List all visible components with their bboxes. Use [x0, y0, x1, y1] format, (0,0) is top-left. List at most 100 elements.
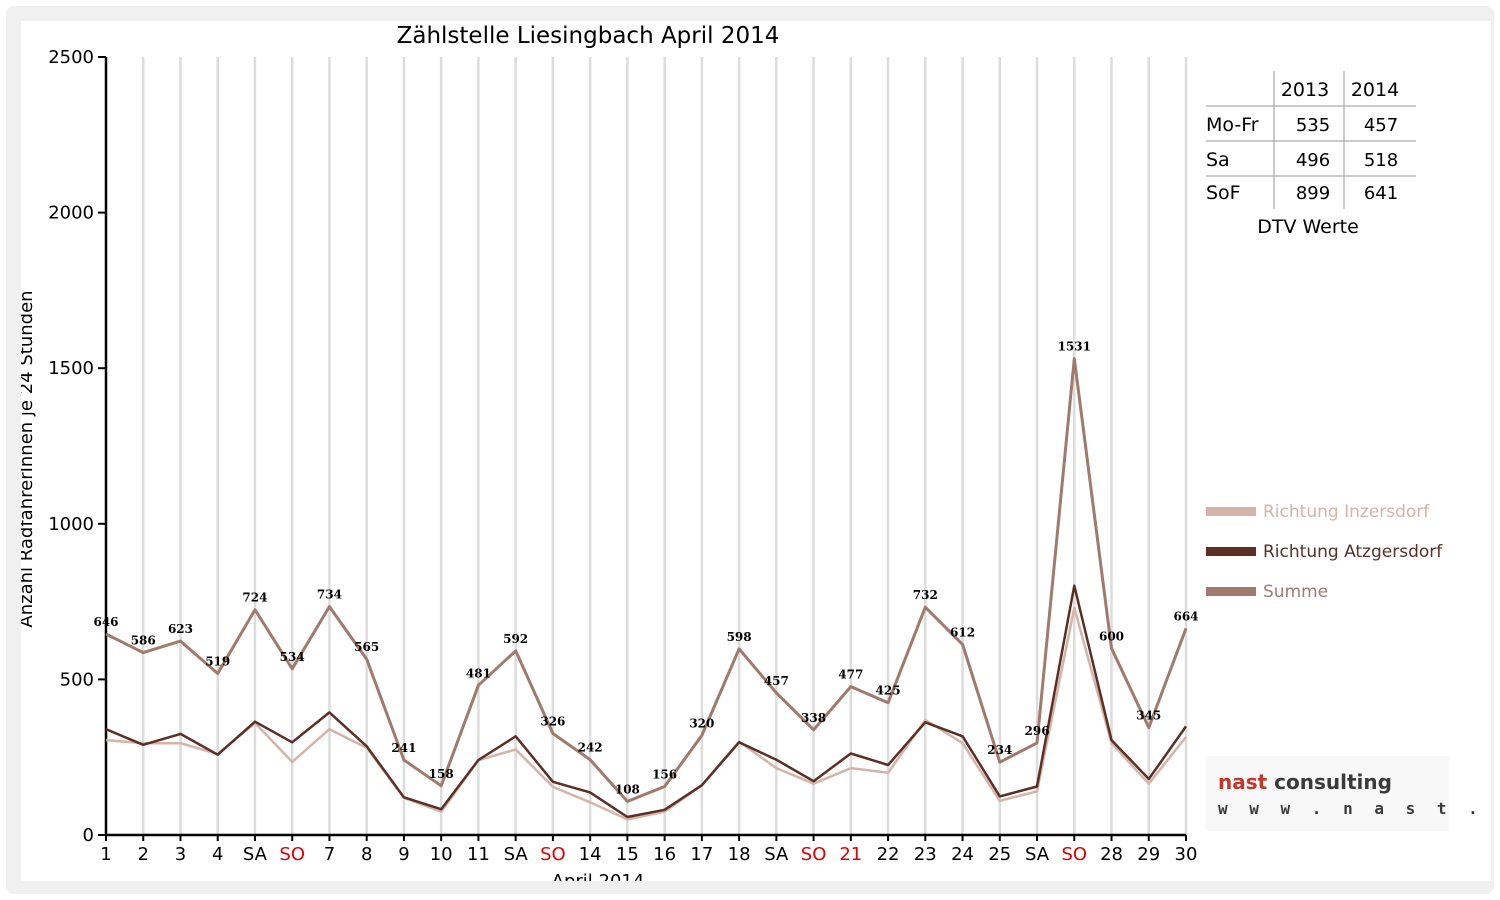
x-tick-label: 16 — [653, 844, 676, 865]
table-cell: 641 — [1364, 183, 1398, 204]
x-tick-label: 28 — [1100, 844, 1123, 865]
legend-label-inzersdorf: Richtung Inzersdorf — [1263, 502, 1430, 522]
table-cell: 899 — [1296, 183, 1330, 204]
y-tick-labels: 0 500 1000 1500 2000 2500 — [48, 47, 106, 846]
table-cell: 457 — [1364, 115, 1398, 136]
series-line-richtung-atzgersdorf — [105, 584, 1188, 819]
x-tick-label: 17 — [690, 844, 713, 865]
x-tick-label: 24 — [951, 844, 974, 865]
data-label: 724 — [242, 591, 267, 605]
data-label: 623 — [168, 622, 193, 636]
data-label: 481 — [466, 666, 491, 680]
x-axis-label: April 2014 — [552, 871, 645, 881]
x-tick-label: 14 — [579, 844, 602, 865]
y-tick-label: 500 — [60, 669, 94, 690]
table-header-2014: 2014 — [1351, 79, 1399, 101]
y-tick-label: 2000 — [48, 203, 94, 224]
legend-swatch-summe — [1206, 587, 1256, 596]
y-tick-label: 1000 — [48, 514, 94, 535]
y-tick-label: 1500 — [48, 358, 94, 379]
x-tick-label: 30 — [1175, 844, 1198, 865]
x-tick-label: SA — [243, 844, 268, 865]
series-line-summe — [105, 357, 1188, 803]
legend-label-atzgersdorf: Richtung Atzgersdorf — [1263, 542, 1443, 562]
x-tick-label: 1 — [100, 844, 111, 865]
data-label: 296 — [1025, 724, 1050, 738]
table-row-label: SoF — [1206, 182, 1241, 204]
chart-title: Zählstelle Liesingbach April 2014 — [397, 23, 780, 49]
data-label: 664 — [1173, 609, 1198, 623]
logo-background — [1206, 756, 1449, 831]
grid-lines — [141, 57, 1188, 835]
x-tick-label: 11 — [467, 844, 490, 865]
data-label: 586 — [131, 634, 156, 648]
x-tick-labels: 1 2 3 4 SA SO 7 8 9 10 11 SA SO 14 15 16 17 18 SA SO 21 22 23 2… — [100, 835, 1197, 865]
data-label: 156 — [652, 767, 677, 781]
dtv-table: 2013 2014 Mo-Fr 535 457 Sa 496 518 SoF 8… — [1206, 71, 1416, 238]
x-tick-label: SA — [764, 844, 789, 865]
chart-panel: Zählstelle Liesingbach April 2014 0 500 10… — [21, 21, 1491, 881]
x-tick-label: SO — [801, 844, 827, 865]
legend-label-summe: Summe — [1263, 582, 1328, 602]
x-tick-label: 22 — [877, 844, 900, 865]
data-label: 477 — [838, 668, 863, 682]
legend: Richtung Inzersdorf Richtung Atzgersdorf… — [1206, 502, 1443, 602]
data-label: 158 — [429, 767, 454, 781]
table-row-label: Sa — [1206, 149, 1230, 171]
table-cell: 535 — [1296, 115, 1330, 136]
series-line-richtung-inzersdorf — [105, 606, 1187, 821]
data-label: 598 — [727, 630, 752, 644]
data-labels: 646 586 623 519 724 534 734 565 241 158 481 592 326 2… — [93, 340, 1198, 797]
data-label: 612 — [950, 626, 975, 640]
y-tick-label: 2500 — [48, 47, 94, 68]
logo-url: w w w . n a s t . a t — [1218, 799, 1491, 818]
x-tick-label: SA — [504, 844, 529, 865]
table-header-2013: 2013 — [1281, 79, 1329, 101]
data-label: 326 — [540, 715, 565, 729]
x-tick-label: 21 — [839, 844, 862, 865]
data-label: 241 — [391, 741, 416, 755]
data-label: 338 — [801, 711, 826, 725]
table-caption: DTV Werte — [1257, 216, 1359, 238]
data-label: 734 — [317, 588, 342, 602]
data-label: 592 — [503, 632, 528, 646]
y-tick-label: 0 — [83, 825, 94, 846]
logo-name: nast consulting — [1218, 770, 1392, 794]
x-tick-label: 23 — [914, 844, 937, 865]
x-tick-label: 15 — [616, 844, 639, 865]
data-label: 320 — [689, 716, 714, 730]
line-chart: Zählstelle Liesingbach April 2014 0 500 10… — [21, 23, 1491, 881]
x-tick-label: 4 — [212, 844, 223, 865]
nast-consulting-logo: nast consulting w w w . n a s t . a t — [1206, 756, 1491, 831]
data-label: 565 — [354, 640, 379, 654]
x-tick-label: 25 — [988, 844, 1011, 865]
data-label: 234 — [987, 743, 1012, 757]
x-tick-label: 3 — [175, 844, 186, 865]
data-label: 457 — [764, 674, 789, 688]
y-axis-label: Anzahl RadfahrerInnen je 24 Stunden — [21, 290, 37, 627]
data-label: 646 — [93, 615, 118, 629]
data-label: 242 — [578, 741, 603, 755]
legend-swatch-atzgersdorf — [1206, 547, 1256, 556]
x-tick-label: SO — [279, 844, 305, 865]
table-cell: 518 — [1364, 150, 1398, 171]
data-label: 600 — [1099, 629, 1124, 643]
axes — [104, 57, 1186, 837]
table-cell: 496 — [1296, 150, 1330, 171]
data-label: 534 — [280, 650, 305, 664]
x-tick-label: 10 — [430, 844, 453, 865]
x-tick-label: 2 — [138, 844, 149, 865]
data-label: 425 — [876, 684, 901, 698]
data-label: 732 — [913, 588, 938, 602]
x-tick-label: 18 — [728, 844, 751, 865]
x-tick-label: 7 — [324, 844, 335, 865]
data-label: 108 — [615, 782, 640, 796]
x-tick-label: SO — [540, 844, 566, 865]
table-row-label: Mo-Fr — [1206, 114, 1259, 136]
legend-swatch-inzersdorf — [1206, 507, 1256, 516]
chart-frame: Zählstelle Liesingbach April 2014 0 500 10… — [6, 6, 1494, 894]
data-label: 519 — [205, 654, 230, 668]
x-tick-label: 9 — [398, 844, 409, 865]
x-tick-label: 8 — [361, 844, 372, 865]
x-tick-label: SO — [1061, 844, 1087, 865]
